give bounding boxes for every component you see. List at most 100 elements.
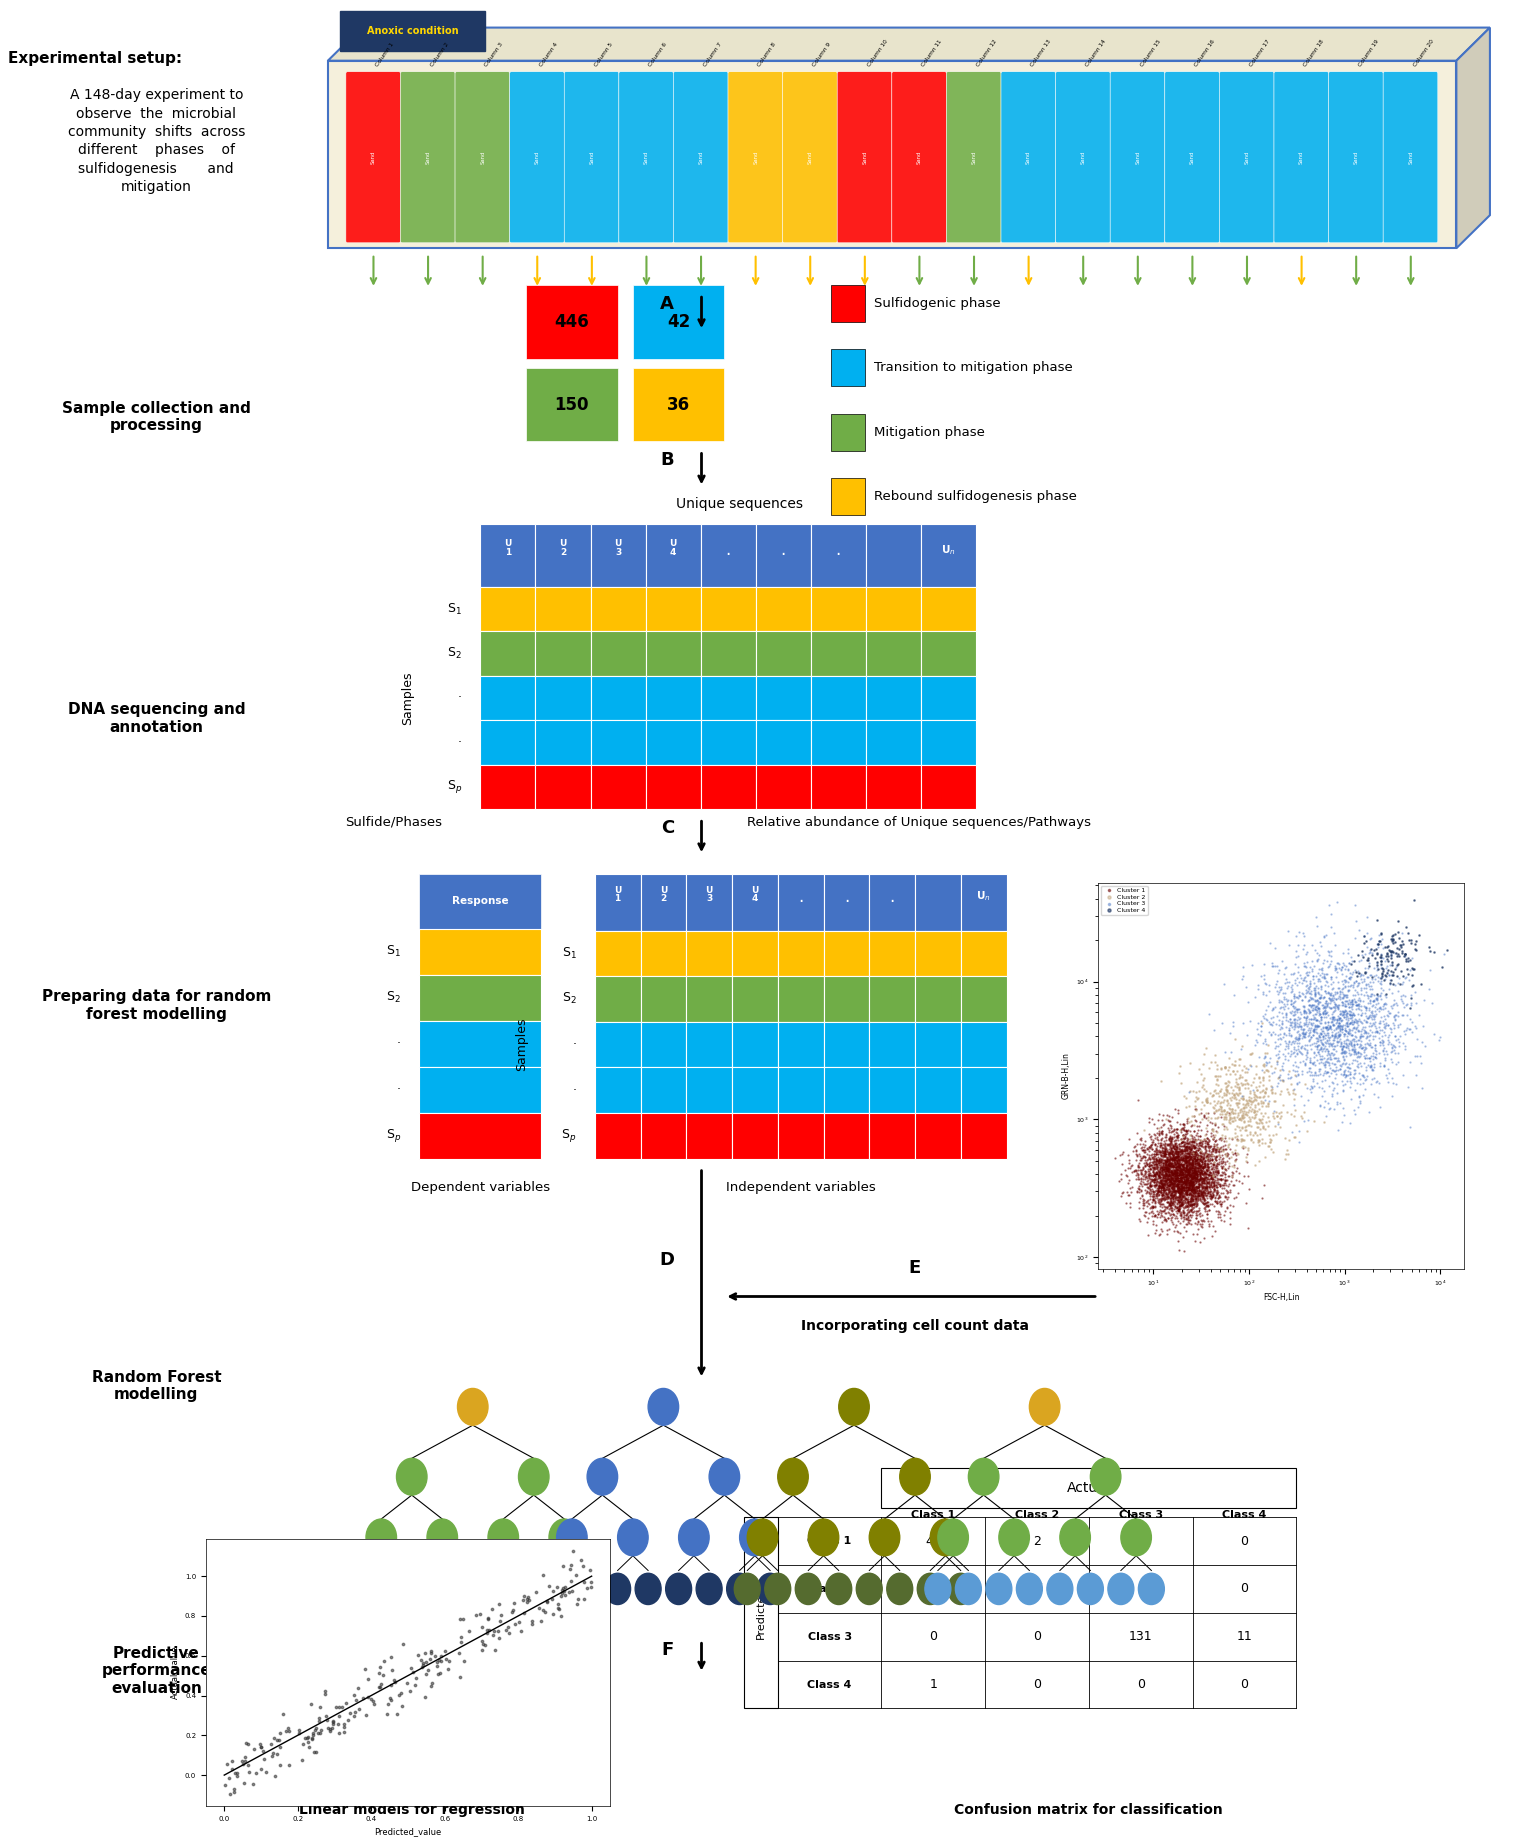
Cluster 3 — [1342, 980, 1366, 1010]
Cluster 1 — [1174, 1129, 1199, 1159]
Cluster 1 — [1173, 1109, 1197, 1138]
Cluster 2 — [1238, 1078, 1263, 1107]
Cluster 3 — [1357, 1030, 1382, 1059]
Cluster 1 — [1186, 1160, 1211, 1190]
Cluster 1 — [1167, 1094, 1191, 1124]
Cluster 1 — [1182, 1159, 1206, 1188]
Cluster 3 — [1304, 971, 1328, 1000]
Cluster 1 — [1206, 1195, 1231, 1225]
Cluster 1 — [1171, 1168, 1196, 1197]
Cluster 1 — [1138, 1122, 1162, 1151]
Bar — [645, 524, 700, 587]
Cluster 1 — [1148, 1116, 1173, 1146]
Cluster 1 — [1168, 1153, 1193, 1182]
Cluster 1 — [1174, 1153, 1199, 1182]
Cluster 1 — [1153, 1159, 1177, 1188]
Cluster 1 — [1170, 1164, 1194, 1194]
Cluster 1 — [1148, 1197, 1173, 1227]
Cluster 4 — [1388, 931, 1412, 960]
Cluster 2 — [1269, 1102, 1293, 1131]
Cluster 1 — [1154, 1188, 1179, 1217]
Cluster 3 — [1363, 1000, 1388, 1030]
Cluster 1 — [1180, 1146, 1205, 1175]
Text: Samples: Samples — [515, 1017, 528, 1072]
Cluster 1 — [1130, 1131, 1154, 1160]
Cluster 3 — [1340, 986, 1365, 1015]
Cluster 2 — [1254, 1039, 1278, 1068]
Cluster 1 — [1162, 1144, 1186, 1173]
Cluster 3 — [1337, 986, 1362, 1015]
Cluster 1 — [1180, 1171, 1205, 1201]
Cluster 3 — [1324, 1056, 1348, 1085]
Cluster 3 — [1298, 965, 1322, 995]
Cluster 1 — [1196, 1173, 1220, 1203]
Cluster 3 — [1307, 999, 1331, 1028]
Cluster 1 — [1179, 1208, 1203, 1238]
Cluster 1 — [1205, 1142, 1229, 1171]
Cluster 1 — [1196, 1199, 1220, 1228]
Cluster 2 — [1214, 1079, 1238, 1109]
Cluster 1 — [1171, 1203, 1196, 1232]
Cluster 3 — [1281, 1037, 1305, 1067]
Cluster 1 — [1191, 1138, 1215, 1168]
Cluster 1 — [1159, 1105, 1183, 1135]
Cluster 1 — [1188, 1166, 1212, 1195]
Point — [525, 1576, 549, 1605]
Cluster 1 — [1151, 1175, 1176, 1205]
Cluster 1 — [1159, 1133, 1183, 1162]
Cluster 1 — [1173, 1137, 1197, 1166]
Cluster 1 — [1133, 1151, 1157, 1181]
Cluster 1 — [1200, 1171, 1225, 1201]
Cluster 1 — [1148, 1186, 1173, 1216]
Cluster 2 — [1218, 1059, 1243, 1089]
FancyBboxPatch shape — [782, 72, 837, 243]
Cluster 1 — [1154, 1148, 1179, 1177]
Cluster 3 — [1283, 1000, 1307, 1030]
Point — [316, 1712, 340, 1742]
Cluster 1 — [1157, 1142, 1182, 1171]
Cluster 1 — [1157, 1129, 1182, 1159]
Cluster 1 — [1177, 1173, 1202, 1203]
Cluster 1 — [1171, 1168, 1196, 1197]
Cluster 3 — [1337, 999, 1362, 1028]
Cluster 3 — [1360, 964, 1385, 993]
Cluster 1 — [1136, 1203, 1161, 1232]
Text: Column 17: Column 17 — [1249, 39, 1270, 68]
Cluster 1 — [1190, 1175, 1214, 1205]
Cluster 1 — [1202, 1192, 1226, 1221]
Cluster 3 — [1328, 1019, 1353, 1048]
Cluster 1 — [1150, 1155, 1174, 1184]
Cluster 2 — [1250, 1070, 1275, 1100]
Cluster 1 — [1208, 1182, 1232, 1212]
Cluster 1 — [1167, 1175, 1191, 1205]
Cluster 1 — [1138, 1133, 1162, 1162]
Cluster 2 — [1217, 1129, 1241, 1159]
Cluster 1 — [1159, 1162, 1183, 1192]
Cluster 3 — [1344, 956, 1368, 986]
Cluster 1 — [1193, 1140, 1217, 1170]
Point — [249, 1729, 273, 1758]
Cluster 1 — [1182, 1148, 1206, 1177]
Cluster 2 — [1226, 1100, 1250, 1129]
Cluster 2 — [1235, 1120, 1260, 1149]
Cluster 1 — [1167, 1217, 1191, 1247]
Cluster 1 — [1165, 1155, 1190, 1184]
Cluster 1 — [1161, 1210, 1185, 1239]
Cluster 1 — [1168, 1175, 1193, 1205]
Cluster 1 — [1136, 1197, 1161, 1227]
Cluster 1 — [1157, 1131, 1182, 1160]
Cluster 3 — [1315, 1057, 1339, 1087]
Cluster 1 — [1164, 1171, 1188, 1201]
Cluster 1 — [1176, 1166, 1200, 1195]
Circle shape — [827, 1574, 852, 1604]
Cluster 1 — [1193, 1171, 1217, 1201]
Cluster 1 — [1154, 1155, 1179, 1184]
Cluster 3 — [1284, 1024, 1308, 1054]
Cluster 3 — [1293, 1019, 1318, 1048]
Cluster 1 — [1148, 1168, 1173, 1197]
Cluster 3 — [1330, 1032, 1354, 1061]
Cluster 1 — [1157, 1160, 1182, 1190]
Point — [425, 1659, 450, 1688]
Cluster 1 — [1182, 1159, 1206, 1188]
Cluster 1 — [1174, 1151, 1199, 1181]
